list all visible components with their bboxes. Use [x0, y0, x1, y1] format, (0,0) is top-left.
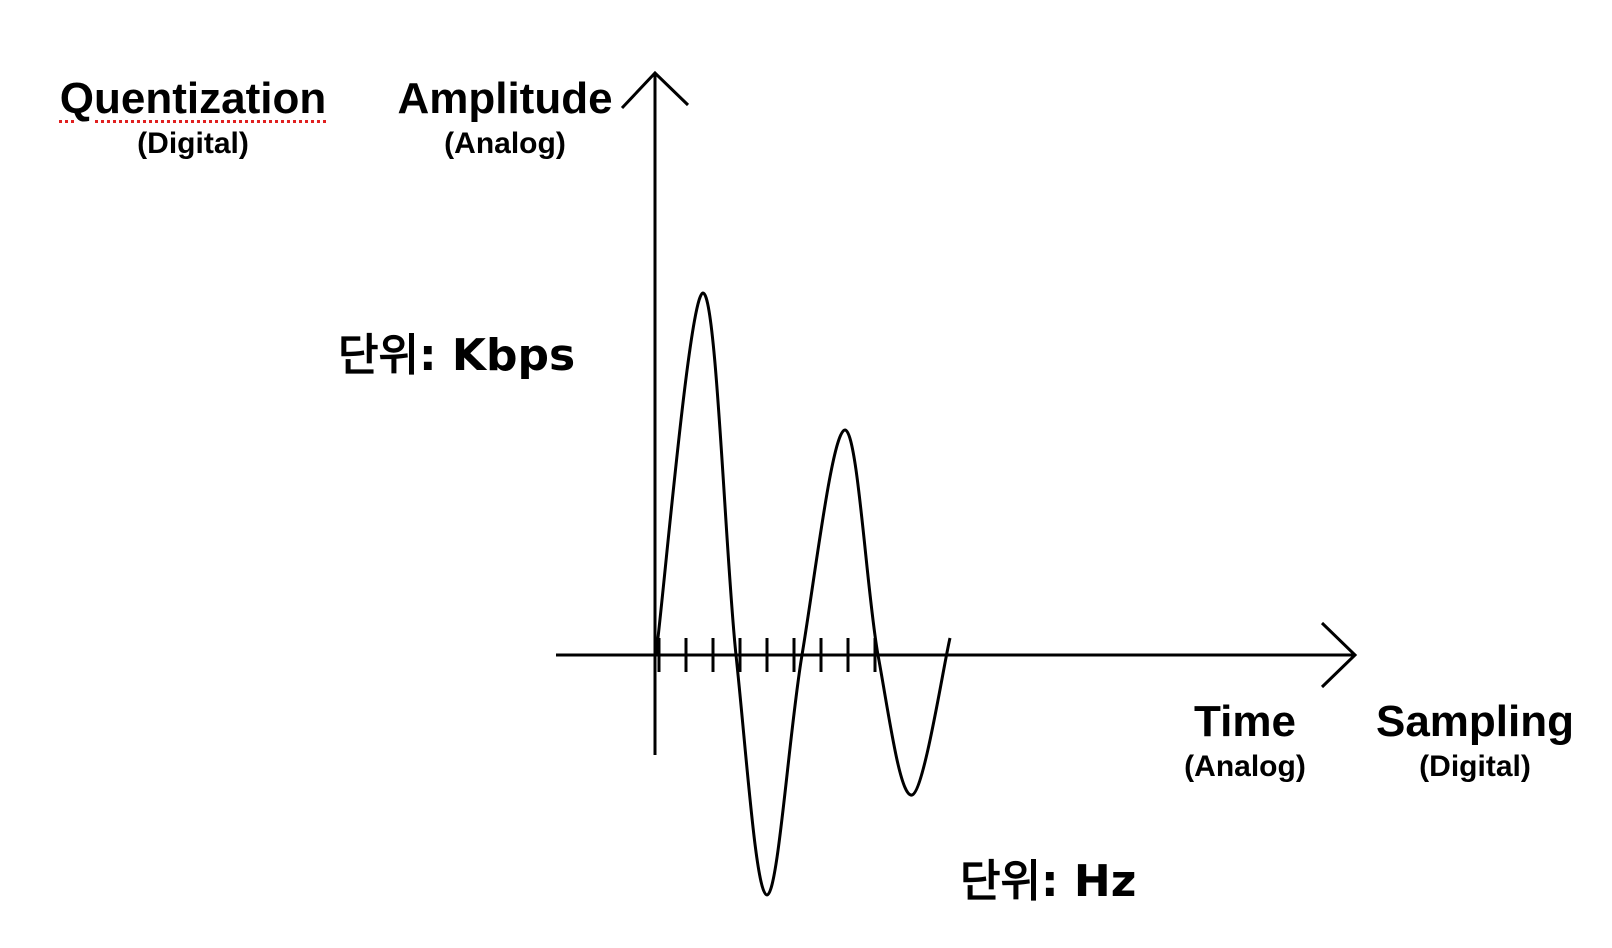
amplitude-axis-arrowhead: [620, 70, 690, 110]
time-label: Time (Analog): [1160, 696, 1330, 786]
analog-waveform: [654, 291, 952, 897]
amplitude-label: Amplitude (Analog): [380, 73, 630, 163]
sampling-title: Sampling: [1375, 697, 1575, 746]
time-subtitle: (Analog): [1184, 750, 1306, 783]
sampling-subtitle: (Digital): [1419, 750, 1531, 783]
amplitude-unit-label: 단위: Kbps: [338, 330, 576, 381]
quantization-title: Quentization: [59, 74, 327, 123]
sampling-ticks: [657, 638, 877, 672]
amplitude-title: Amplitude: [397, 74, 613, 123]
sampling-label: Sampling (Digital): [1360, 696, 1590, 786]
quantization-label: Quentization (Digital): [38, 73, 348, 163]
quantization-subtitle: (Digital): [137, 127, 249, 160]
time-title: Time: [1194, 697, 1296, 746]
time-axis-arrowhead: [1320, 621, 1358, 689]
time-unit-label: 단위: Hz: [960, 856, 1137, 907]
amplitude-subtitle: (Analog): [444, 127, 566, 160]
